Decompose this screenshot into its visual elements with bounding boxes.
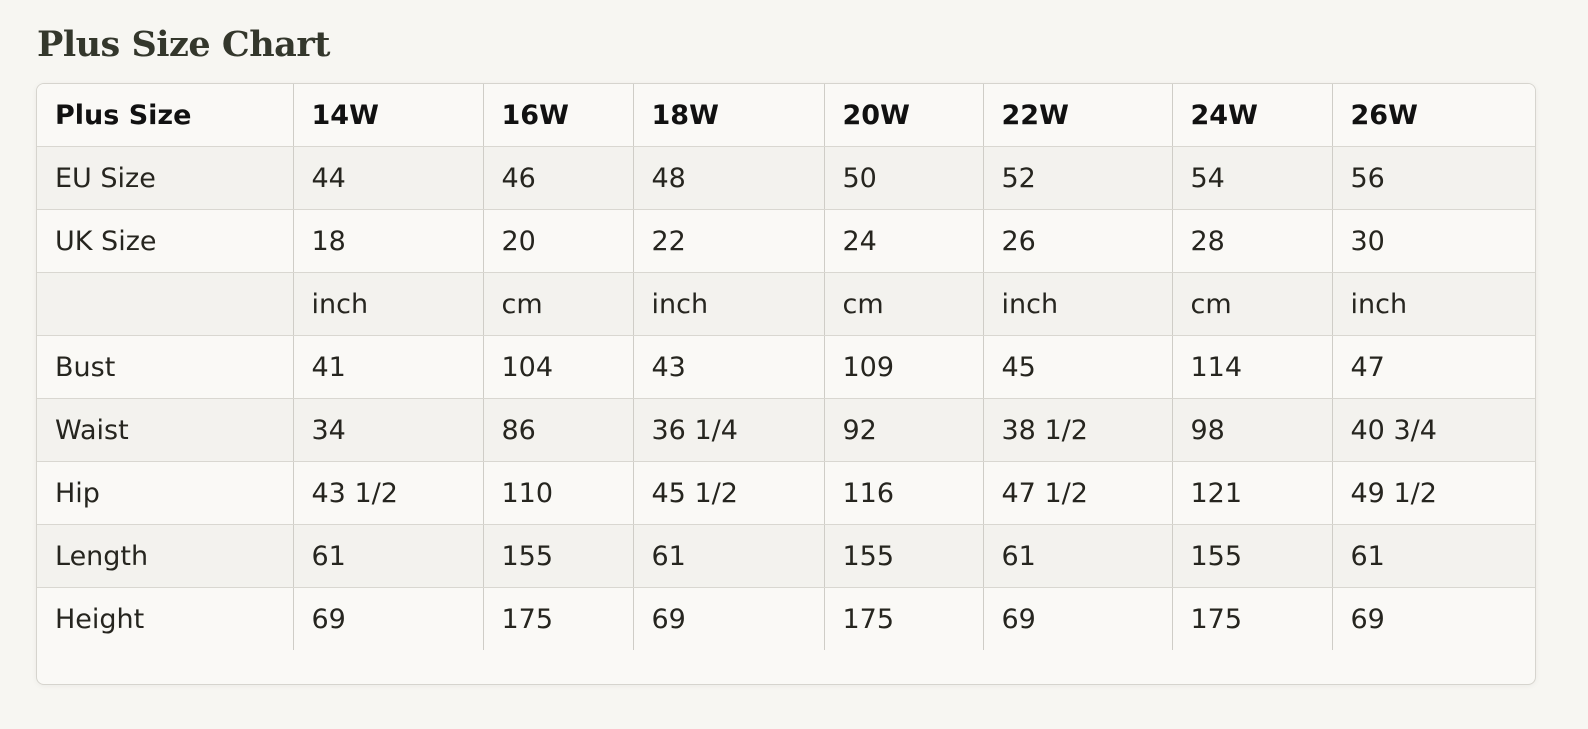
table-cell: 69 bbox=[293, 587, 484, 650]
row-label bbox=[37, 272, 294, 336]
table-cell: 38 1/2 bbox=[983, 398, 1173, 462]
table-cell: 46 bbox=[483, 146, 634, 210]
table-row: Height 69 175 69 175 69 175 69 bbox=[37, 587, 1535, 650]
header-cell: 22W bbox=[983, 84, 1173, 147]
table-cell: 41 bbox=[293, 335, 484, 399]
table-row: Length 61 155 61 155 61 155 61 bbox=[37, 524, 1535, 588]
table-cell: 104 bbox=[483, 335, 634, 399]
table-cell: 92 bbox=[824, 398, 984, 462]
table-row: UK Size 18 20 22 24 26 28 30 bbox=[37, 209, 1535, 273]
table-cell: 48 bbox=[633, 146, 825, 210]
header-cell: 26W bbox=[1332, 84, 1535, 147]
row-label: Bust bbox=[37, 335, 294, 399]
row-label: Height bbox=[37, 587, 294, 650]
table-cell: 69 bbox=[983, 587, 1173, 650]
table-cell: 49 1/2 bbox=[1332, 461, 1535, 525]
table-cell: 69 bbox=[1332, 587, 1535, 650]
row-label: UK Size bbox=[37, 209, 294, 273]
table-cell: inch bbox=[633, 272, 825, 336]
size-chart-table: Plus Size 14W 16W 18W 20W 22W 24W 26W EU… bbox=[37, 84, 1535, 650]
table-cell: 52 bbox=[983, 146, 1173, 210]
table-cell: 30 bbox=[1332, 209, 1535, 273]
table-cell: 69 bbox=[633, 587, 825, 650]
table-cell: 61 bbox=[293, 524, 484, 588]
table-cell: 61 bbox=[1332, 524, 1535, 588]
table-cell: 61 bbox=[633, 524, 825, 588]
header-cell: Plus Size bbox=[37, 84, 294, 147]
table-cell: 45 1/2 bbox=[633, 461, 825, 525]
table-cell: 40 3/4 bbox=[1332, 398, 1535, 462]
table-cell: 155 bbox=[824, 524, 984, 588]
table-cell: 155 bbox=[1172, 524, 1333, 588]
table-cell: 175 bbox=[824, 587, 984, 650]
table-cell: 47 bbox=[1332, 335, 1535, 399]
table-cell: inch bbox=[293, 272, 484, 336]
header-cell: 16W bbox=[483, 84, 634, 147]
table-cell: 45 bbox=[983, 335, 1173, 399]
row-label: EU Size bbox=[37, 146, 294, 210]
table-cell: 44 bbox=[293, 146, 484, 210]
table-cell: 43 bbox=[633, 335, 825, 399]
table-cell: 26 bbox=[983, 209, 1173, 273]
table-cell: cm bbox=[824, 272, 984, 336]
table-cell: 28 bbox=[1172, 209, 1333, 273]
table-cell: 121 bbox=[1172, 461, 1333, 525]
table-row: EU Size 44 46 48 50 52 54 56 bbox=[37, 146, 1535, 210]
row-label: Waist bbox=[37, 398, 294, 462]
header-cell: 18W bbox=[633, 84, 825, 147]
table-row: Hip 43 1/2 110 45 1/2 116 47 1/2 121 49 … bbox=[37, 461, 1535, 525]
table-cell: inch bbox=[1332, 272, 1535, 336]
header-row: Plus Size 14W 16W 18W 20W 22W 24W 26W bbox=[37, 84, 1535, 147]
table-cell: 54 bbox=[1172, 146, 1333, 210]
table-cell: 34 bbox=[293, 398, 484, 462]
table-cell: 24 bbox=[824, 209, 984, 273]
size-chart-card: Plus Size 14W 16W 18W 20W 22W 24W 26W EU… bbox=[36, 83, 1536, 685]
table-cell: 155 bbox=[483, 524, 634, 588]
table-cell: 47 1/2 bbox=[983, 461, 1173, 525]
table-cell: 116 bbox=[824, 461, 984, 525]
row-label: Length bbox=[37, 524, 294, 588]
table-cell: 20 bbox=[483, 209, 634, 273]
table-cell: 36 1/4 bbox=[633, 398, 825, 462]
table-row: Waist 34 86 36 1/4 92 38 1/2 98 40 3/4 bbox=[37, 398, 1535, 462]
row-label: Hip bbox=[37, 461, 294, 525]
header-cell: 20W bbox=[824, 84, 984, 147]
table-cell: 175 bbox=[1172, 587, 1333, 650]
table-cell: 110 bbox=[483, 461, 634, 525]
table-cell: cm bbox=[1172, 272, 1333, 336]
table-row: inch cm inch cm inch cm inch bbox=[37, 272, 1535, 336]
table-row: Bust 41 104 43 109 45 114 47 bbox=[37, 335, 1535, 399]
table-cell: 50 bbox=[824, 146, 984, 210]
header-cell: 14W bbox=[293, 84, 484, 147]
table-cell: cm bbox=[483, 272, 634, 336]
table-cell: 86 bbox=[483, 398, 634, 462]
table-cell: 43 1/2 bbox=[293, 461, 484, 525]
table-cell: 61 bbox=[983, 524, 1173, 588]
table-cell: 175 bbox=[483, 587, 634, 650]
table-cell: 109 bbox=[824, 335, 984, 399]
table-cell: 18 bbox=[293, 209, 484, 273]
table-cell: 114 bbox=[1172, 335, 1333, 399]
page-title: Plus Size Chart bbox=[37, 24, 330, 65]
table-cell: 98 bbox=[1172, 398, 1333, 462]
table-cell: 22 bbox=[633, 209, 825, 273]
table-cell: 56 bbox=[1332, 146, 1535, 210]
table-cell: inch bbox=[983, 272, 1173, 336]
header-cell: 24W bbox=[1172, 84, 1333, 147]
